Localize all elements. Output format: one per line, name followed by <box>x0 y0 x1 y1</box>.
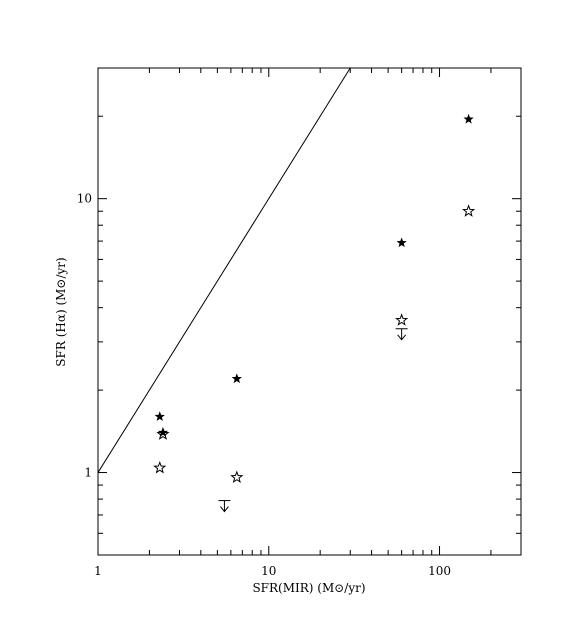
data-points <box>153 113 476 513</box>
y-tick-label: 1 <box>84 466 92 480</box>
x-tick-label: 1 <box>94 564 102 578</box>
open-star-point <box>462 204 476 217</box>
filled-star-point <box>231 373 242 384</box>
filled-star-point <box>157 427 169 437</box>
plot-frame <box>97 67 522 556</box>
open-star-point <box>230 470 244 484</box>
x-tick-label: 10 <box>261 564 276 578</box>
x-axis-label: SFR(MIR) (M⊙/yr) <box>252 581 365 595</box>
tick-labels: 1 10 100 1 10 <box>77 192 451 578</box>
upper-limit-point <box>395 328 408 341</box>
filled-star-point <box>463 113 474 124</box>
y-tick-label: 10 <box>77 192 92 206</box>
upper-limit-arrow <box>220 506 229 513</box>
upper-limit-arrow <box>397 334 407 341</box>
upper-limit-point <box>218 500 231 513</box>
filled-star-point <box>396 237 407 248</box>
reference-line <box>97 67 351 473</box>
filled-star-point <box>154 411 165 421</box>
x-tick-label: 100 <box>428 564 451 578</box>
y-axis-label: SFR (Hα) (M⊙/yr) <box>54 257 68 366</box>
open-star-point <box>156 427 170 440</box>
open-star-point <box>153 460 167 474</box>
open-star-point <box>395 313 409 326</box>
axis-ticks <box>97 67 522 556</box>
